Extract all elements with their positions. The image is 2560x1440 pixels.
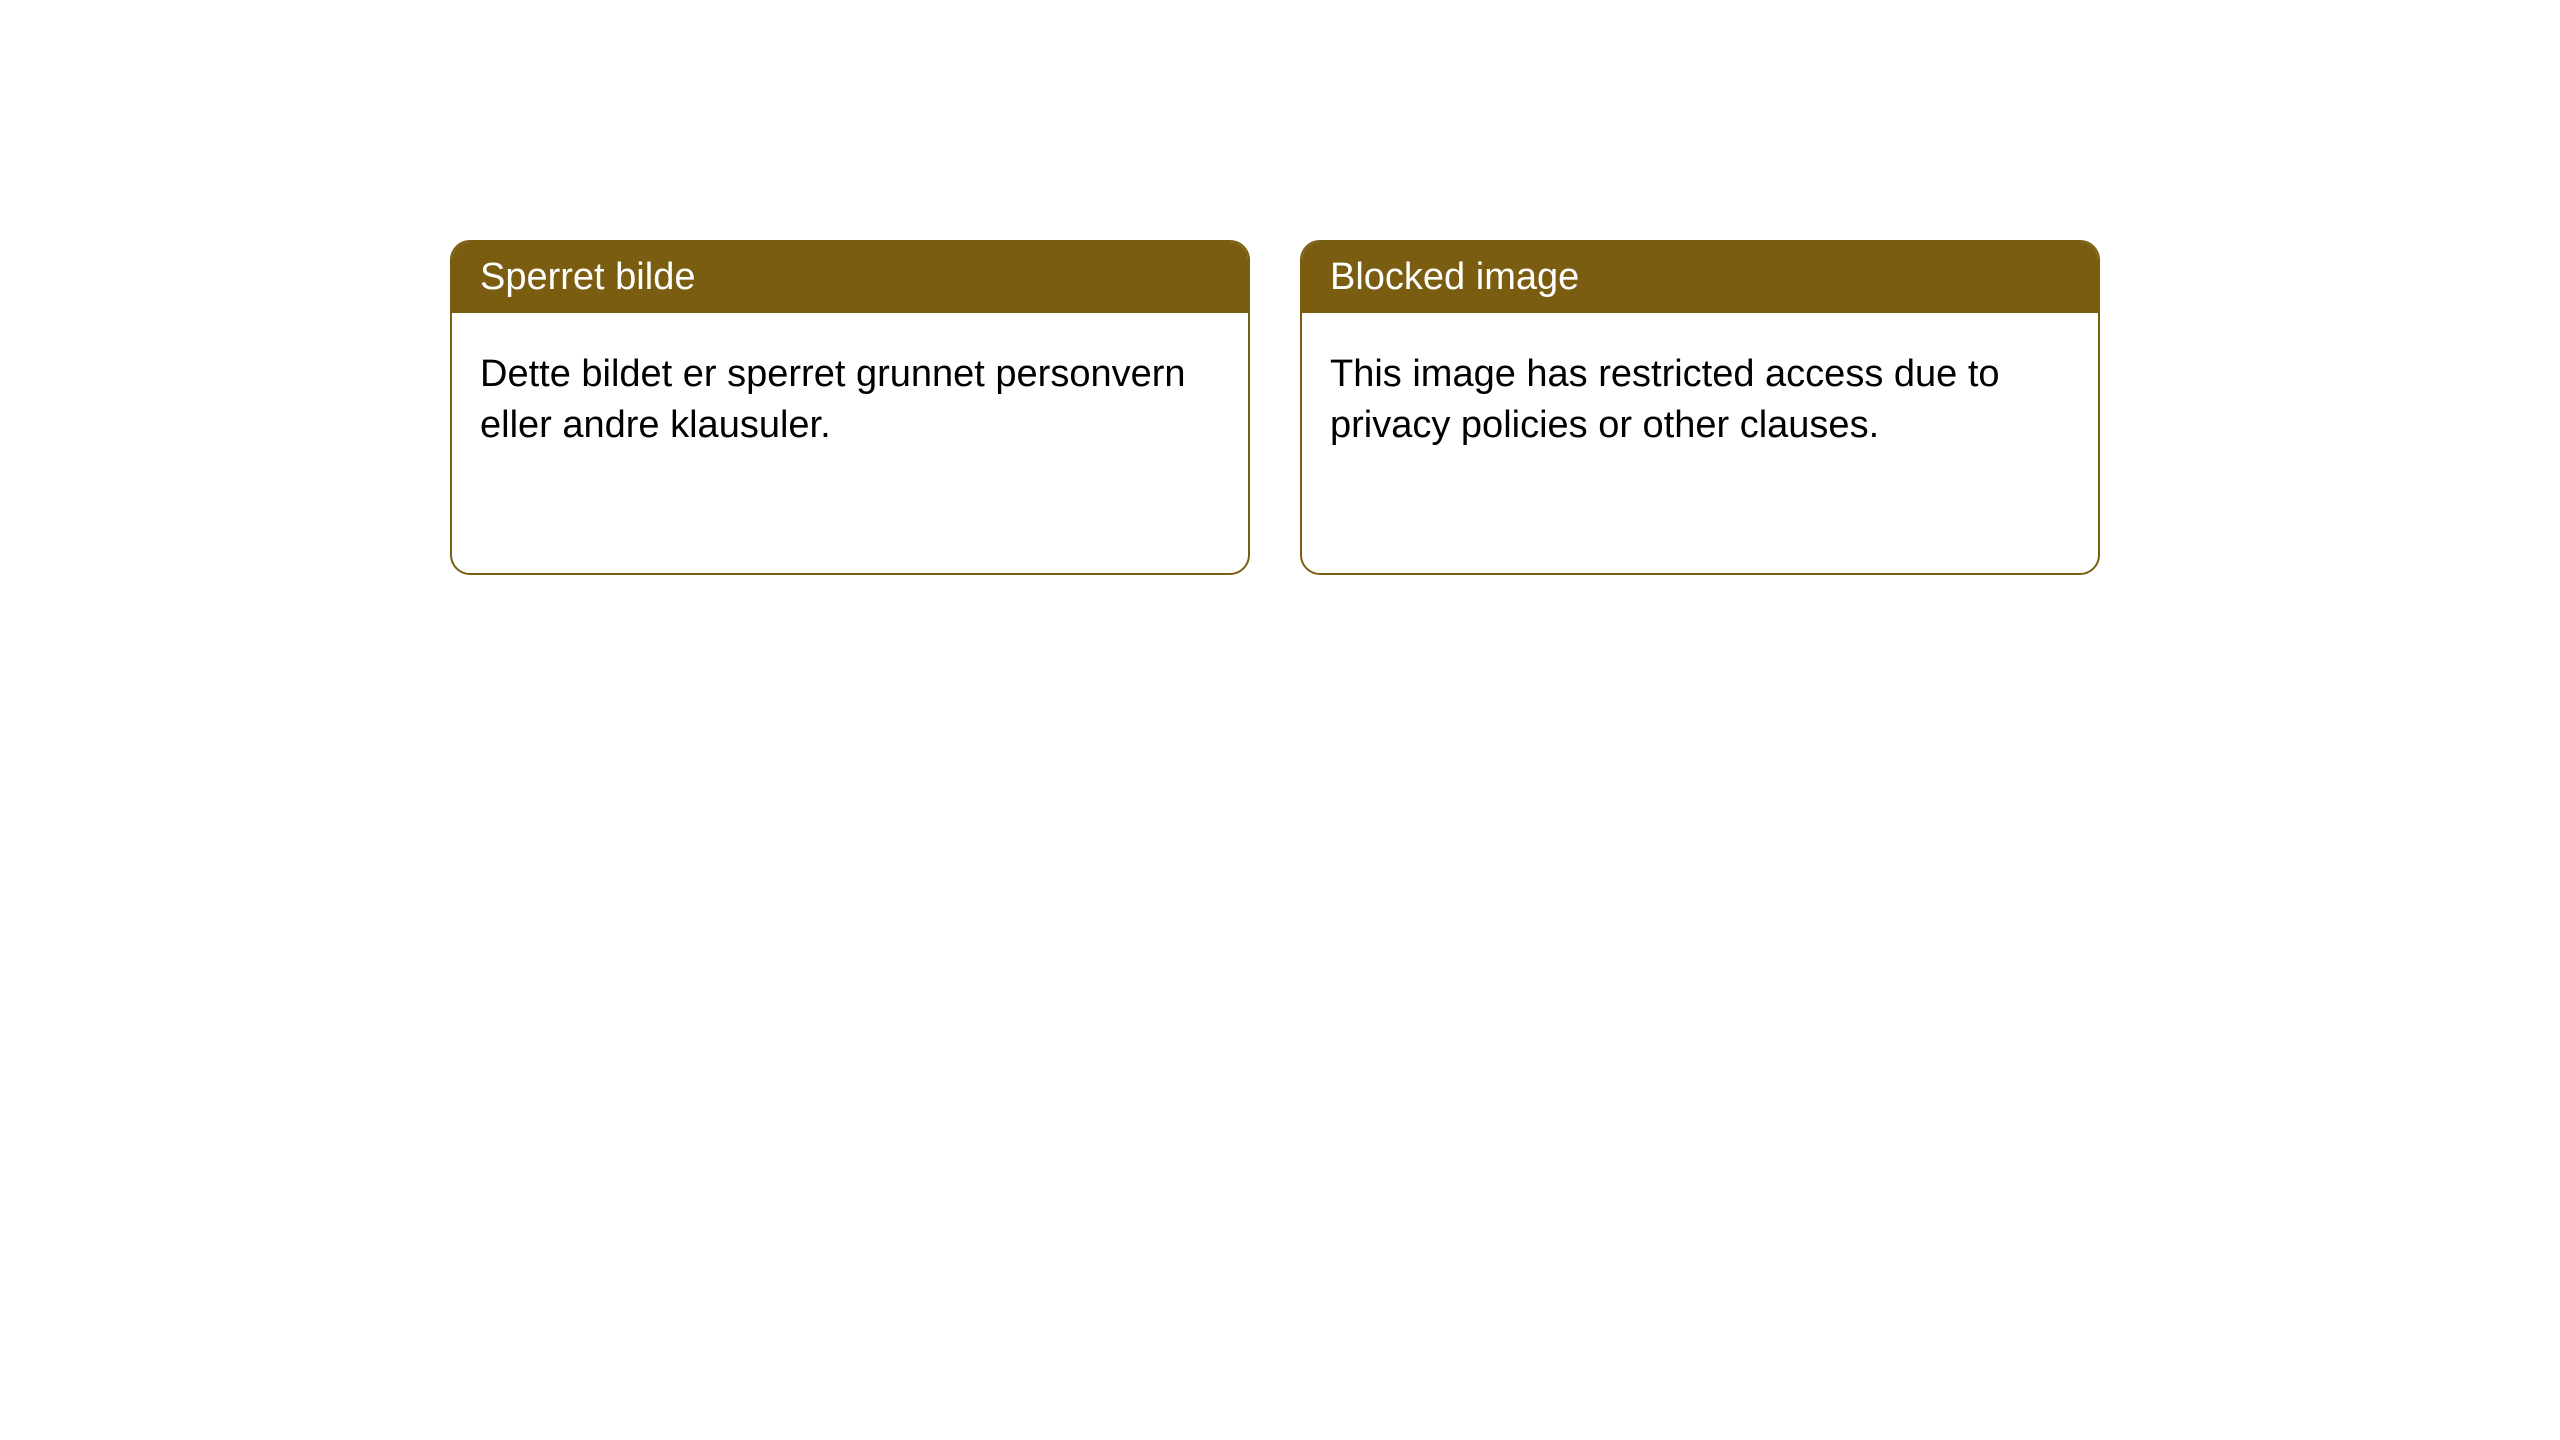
card-container: Sperret bilde Dette bildet er sperret gr… [0,0,2560,575]
blocked-image-card-en: Blocked image This image has restricted … [1300,240,2100,575]
card-body-text: Dette bildet er sperret grunnet personve… [480,353,1186,446]
card-header: Sperret bilde [452,242,1248,313]
card-header-text: Sperret bilde [480,256,695,298]
card-body-text: This image has restricted access due to … [1330,353,2000,446]
card-header-text: Blocked image [1330,256,1579,298]
card-body: Dette bildet er sperret grunnet personve… [452,313,1248,488]
card-header: Blocked image [1302,242,2098,313]
card-body: This image has restricted access due to … [1302,313,2098,488]
blocked-image-card-no: Sperret bilde Dette bildet er sperret gr… [450,240,1250,575]
